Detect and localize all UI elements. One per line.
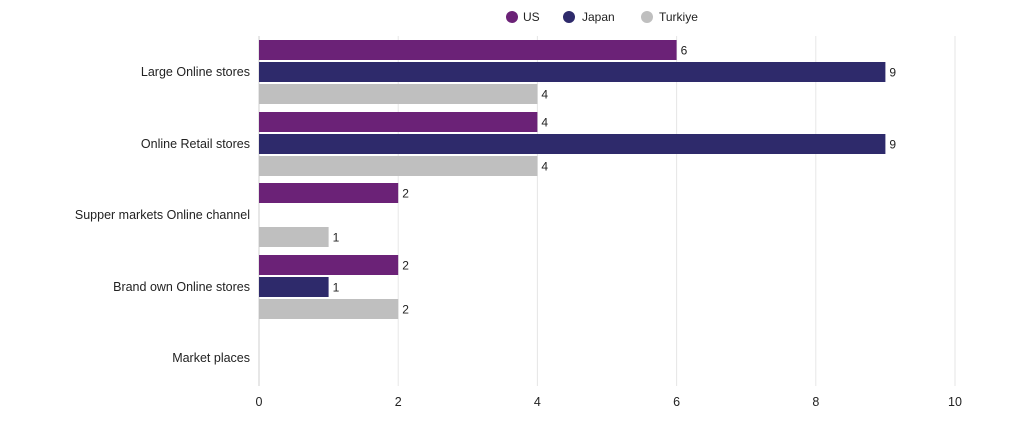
x-tick-label: 8 [812, 395, 819, 409]
bar-value-label: 1 [333, 281, 340, 295]
bars [259, 40, 886, 319]
legend-marker [563, 11, 575, 23]
x-axis-ticks: 0 2 4 6 8 10 [256, 395, 962, 409]
category-label: Supper markets Online channel [75, 208, 250, 222]
legend-label: Japan [582, 10, 615, 24]
legend: US Japan Turkiye [506, 10, 698, 24]
legend-label: Turkiye [659, 10, 698, 24]
bar-us [259, 183, 399, 203]
bar-value-label: 2 [402, 303, 409, 317]
x-tick-label: 0 [256, 395, 263, 409]
legend-label: US [523, 10, 540, 24]
legend-marker [506, 11, 518, 23]
bar-value-label: 6 [681, 44, 688, 58]
category-label: Online Retail stores [141, 137, 250, 151]
bar-us [259, 40, 677, 60]
x-tick-label: 10 [948, 395, 962, 409]
bar-turkiye [259, 156, 538, 176]
bar-japan [259, 277, 329, 297]
x-tick-label: 4 [534, 395, 541, 409]
value-labels: 6 9 4 4 9 4 2 1 2 1 2 [333, 44, 897, 317]
bar-us [259, 112, 538, 132]
category-labels: Large Online stores Online Retail stores S… [75, 65, 250, 365]
bar-value-label: 4 [541, 116, 548, 130]
category-label: Brand own Online stores [113, 280, 250, 294]
bar-value-label: 1 [333, 231, 340, 245]
bar-turkiye [259, 299, 399, 319]
bar-japan [259, 134, 886, 154]
legend-marker [641, 11, 653, 23]
bar-turkiye [259, 227, 329, 247]
bar-value-label: 9 [889, 66, 896, 80]
x-tick-label: 6 [673, 395, 680, 409]
bar-value-label: 2 [402, 187, 409, 201]
category-label: Market places [172, 351, 250, 365]
bar-japan [259, 62, 886, 82]
bar-value-label: 4 [541, 88, 548, 102]
category-label: Large Online stores [141, 65, 250, 79]
x-tick-label: 2 [395, 395, 402, 409]
bar-value-label: 2 [402, 259, 409, 273]
bar-value-label: 4 [541, 160, 548, 174]
bar-us [259, 255, 399, 275]
bar-value-label: 9 [889, 138, 896, 152]
bar-turkiye [259, 84, 538, 104]
